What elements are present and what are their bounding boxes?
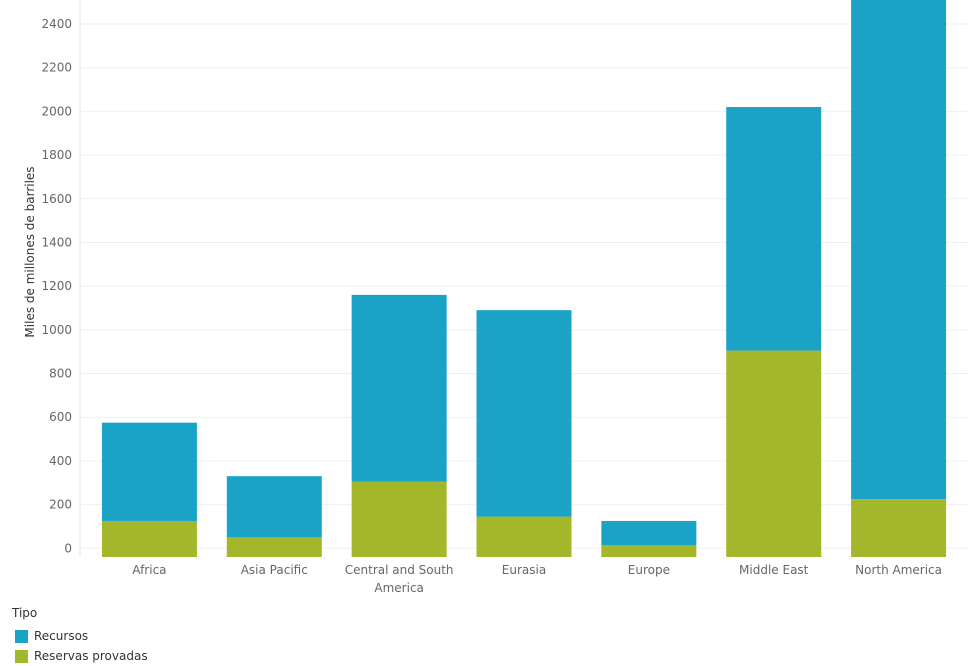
bar-europe-reservas-provadas[interactable] <box>601 544 697 557</box>
legend-item-reservas-provadas[interactable]: Reservas provadas <box>12 646 148 666</box>
y-tick-600: 600 <box>49 410 72 424</box>
legend-label-recursos: Recursos <box>34 629 89 643</box>
bar-eurasia-reservas-provadas[interactable] <box>476 516 572 557</box>
x-tick-north-america: North America <box>855 563 942 577</box>
bars <box>101 0 947 557</box>
x-tick-europe: Europe <box>628 563 670 577</box>
y-tick-1200: 1200 <box>41 279 72 293</box>
x-axis-categories: Africa Asia Pacific Central and South Ameri… <box>132 563 942 595</box>
bar-chart: 0 200 400 600 800 1000 1200 1400 1600 1800 2000 220… <box>23 0 968 595</box>
legend-label-reservas-provadas: Reservas provadas <box>34 649 148 663</box>
x-tick-eurasia: Eurasia <box>502 563 546 577</box>
bar-central-and-south-america-reservas-provadas[interactable] <box>351 481 447 557</box>
bar-middle-east-recursos[interactable] <box>726 107 822 351</box>
y-tick-200: 200 <box>49 498 72 512</box>
y-tick-1800: 1800 <box>41 148 72 162</box>
x-tick-central-and-south-america: Central and South America <box>345 563 454 595</box>
y-tick-2200: 2200 <box>41 61 72 75</box>
x-tick-africa: Africa <box>132 563 166 577</box>
bar-eurasia-recursos[interactable] <box>476 310 572 517</box>
legend-swatch-reservas-provadas <box>15 649 28 663</box>
bar-central-and-south-america-recursos[interactable] <box>351 294 447 482</box>
bar-europe-recursos[interactable] <box>601 520 697 545</box>
y-tick-2400: 2400 <box>41 17 72 31</box>
y-tick-2000: 2000 <box>41 104 72 118</box>
y-tick-1600: 1600 <box>41 192 72 206</box>
bar-north-america-reservas-provadas[interactable] <box>851 499 947 557</box>
y-axis-ticks: 0 200 400 600 800 1000 1200 1400 1600 1800 2000 220… <box>41 17 72 555</box>
legend-swatch-recursos <box>15 629 28 643</box>
x-tick-middle-east: Middle East <box>739 563 809 577</box>
y-tick-1000: 1000 <box>41 323 72 337</box>
bar-africa-recursos[interactable] <box>101 422 197 521</box>
legend: Tipo Recursos Reservas provadas <box>12 606 148 666</box>
legend-item-recursos[interactable]: Recursos <box>12 626 148 646</box>
y-axis-label: Miles de millones de barriles <box>23 166 37 337</box>
bar-asia-pacific-recursos[interactable] <box>226 476 322 538</box>
y-tick-1400: 1400 <box>41 235 72 249</box>
bar-asia-pacific-reservas-provadas[interactable] <box>226 537 322 557</box>
bar-middle-east-reservas-provadas[interactable] <box>726 350 822 557</box>
y-tick-400: 400 <box>49 454 72 468</box>
y-tick-0: 0 <box>64 541 72 555</box>
y-tick-800: 800 <box>49 367 72 381</box>
bar-africa-reservas-provadas[interactable] <box>101 520 197 557</box>
legend-title: Tipo <box>12 606 38 620</box>
x-tick-asia-pacific: Asia Pacific <box>241 563 308 577</box>
bar-north-america-recursos[interactable] <box>851 0 947 500</box>
